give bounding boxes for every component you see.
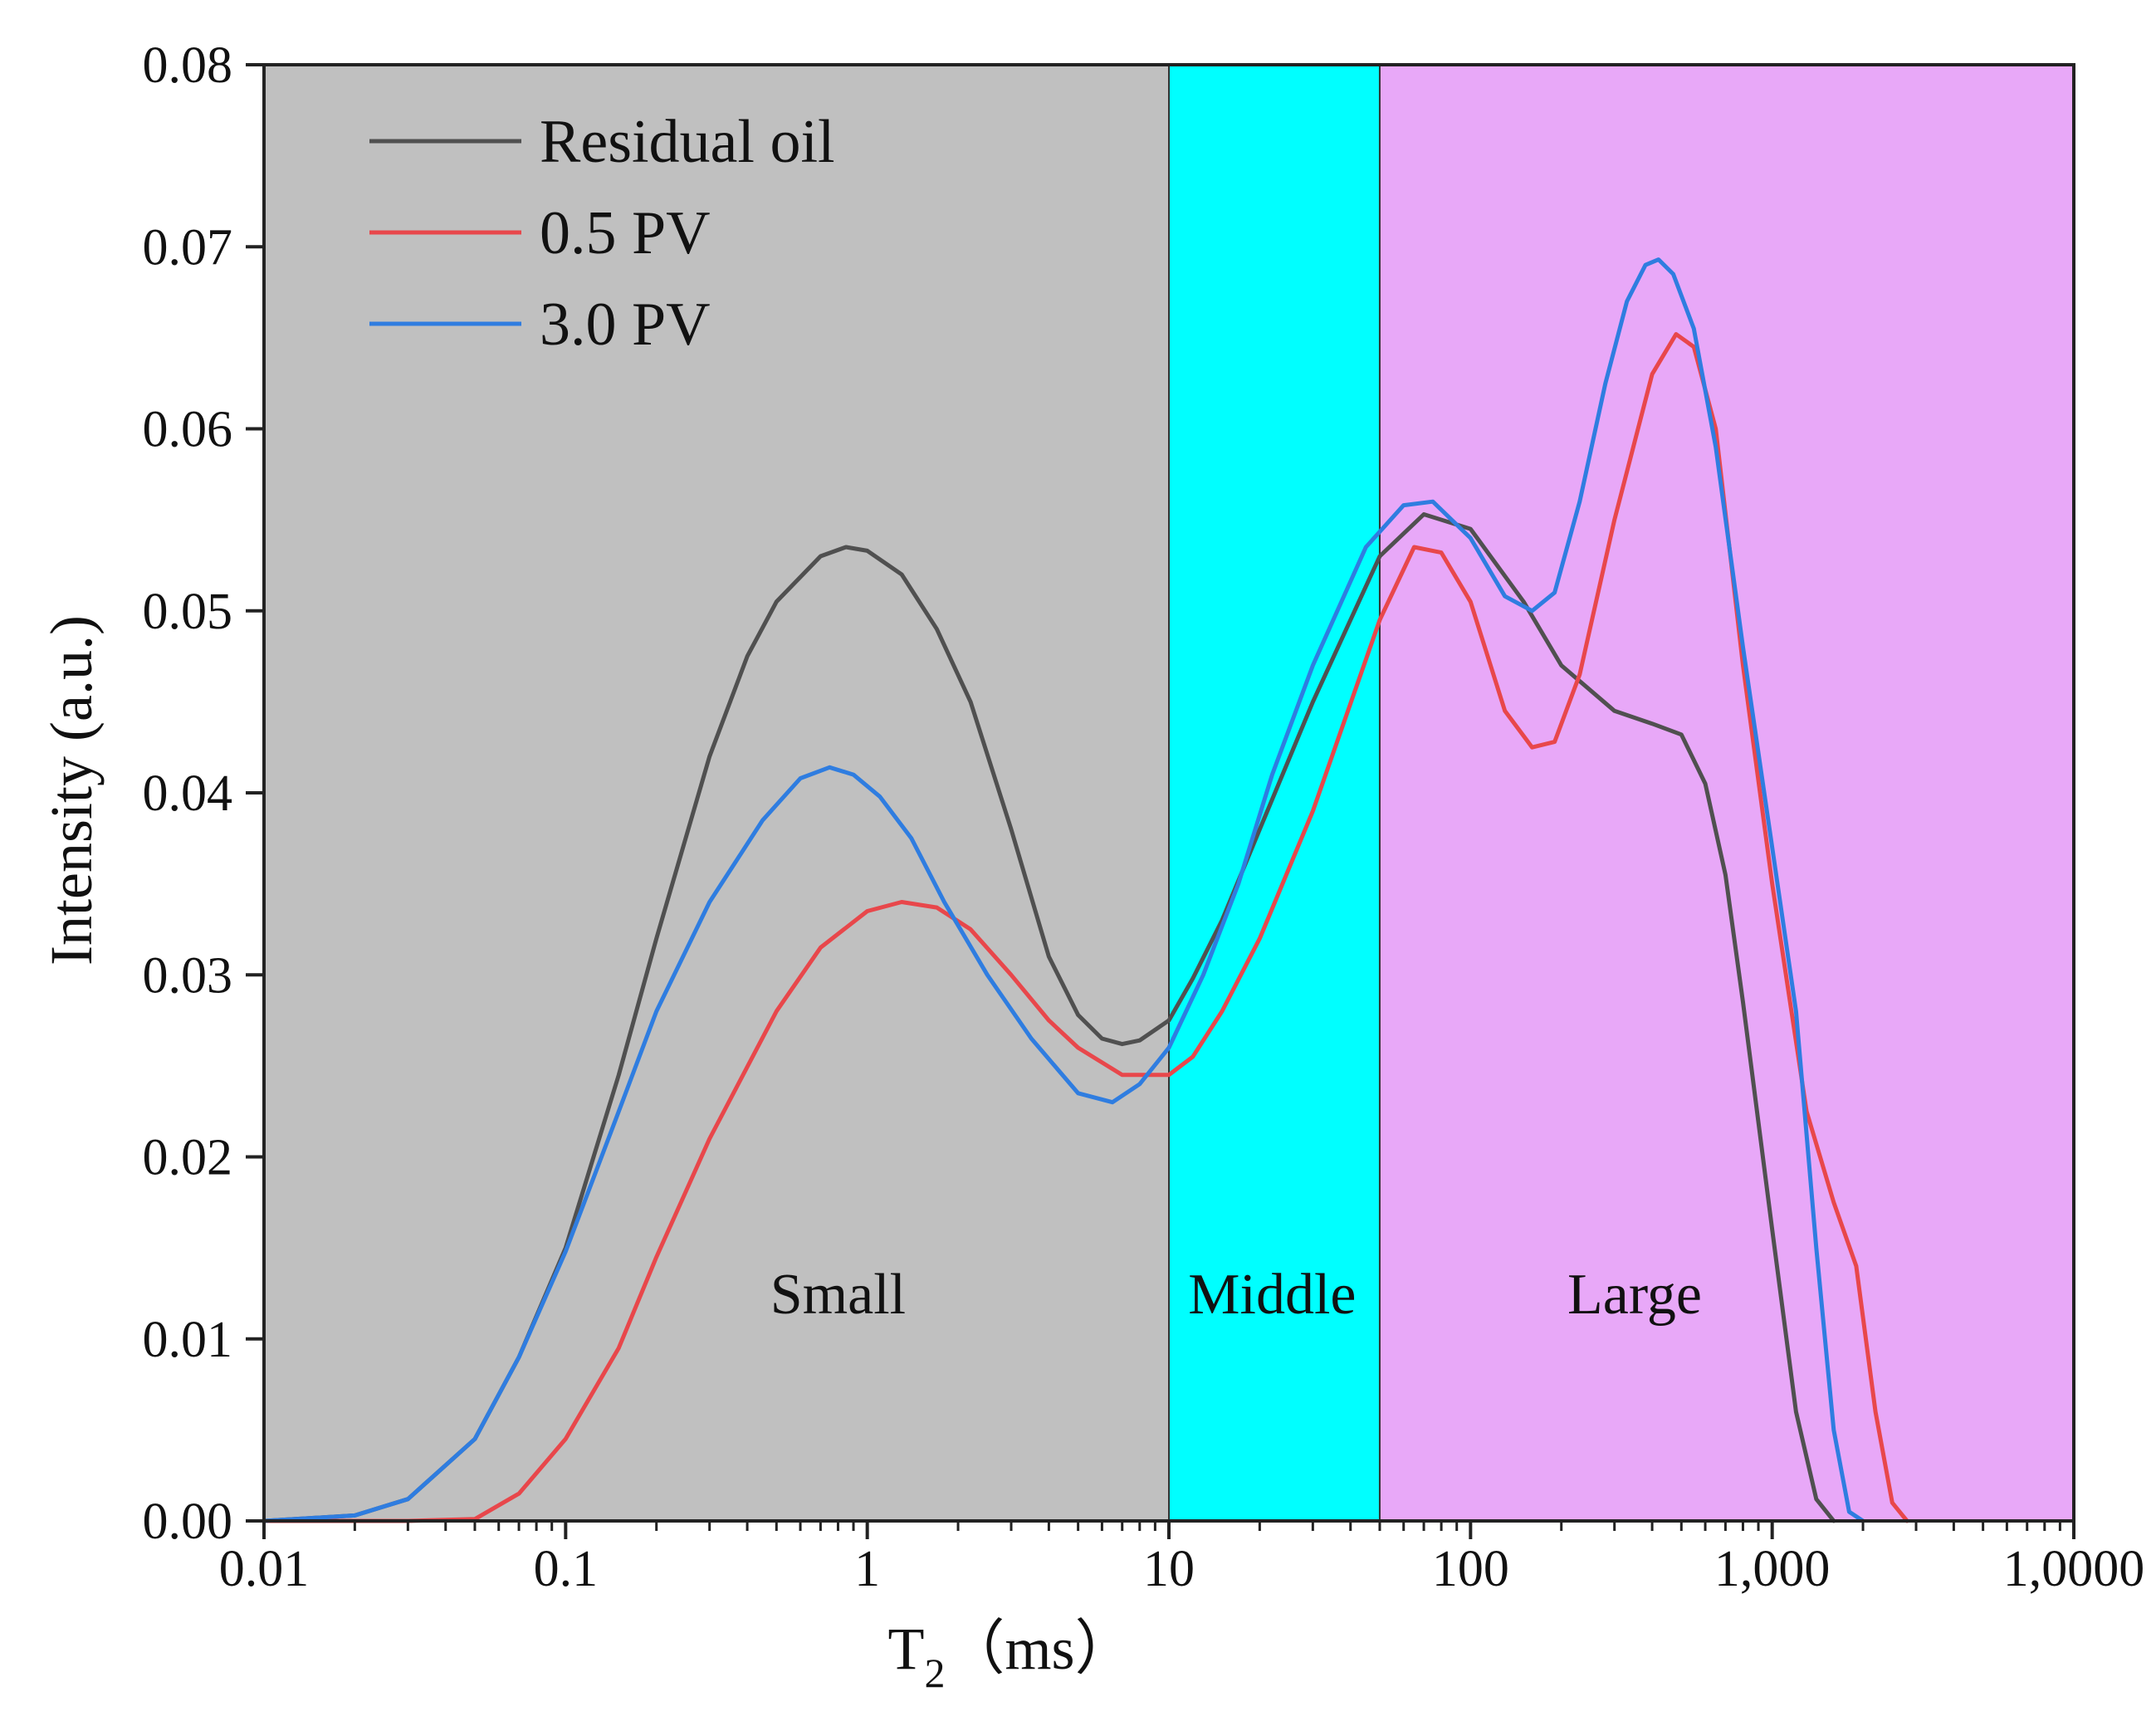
y-tick-label: 0.03 bbox=[143, 947, 233, 1004]
legend-label: Residual oil bbox=[540, 108, 835, 176]
legend-label: 3.0 PV bbox=[540, 291, 711, 359]
y-tick-label: 0.01 bbox=[143, 1312, 233, 1368]
x-tick-label: 1 bbox=[854, 1541, 880, 1597]
y-tick-label: 0.07 bbox=[143, 219, 233, 276]
region-large bbox=[1378, 64, 2075, 1522]
x-axis-ticks: 0.01 0.1 1 10 100 1,000 1,0000 bbox=[219, 1521, 2145, 1597]
x-tick-label: 1,000 bbox=[1714, 1541, 1831, 1597]
x-axis-title: T2（ms） bbox=[887, 1616, 1134, 1696]
legend-label: 0.5 PV bbox=[540, 199, 711, 267]
x-tick-label: 1,0000 bbox=[2003, 1541, 2145, 1597]
x-axis-title-unit: （ms） bbox=[945, 1616, 1134, 1682]
x-tick-label: 10 bbox=[1143, 1541, 1195, 1597]
y-tick-label: 0.04 bbox=[143, 765, 233, 822]
region-small bbox=[263, 64, 1170, 1522]
pore-size-regions bbox=[263, 64, 2075, 1522]
region-label-small: Small bbox=[770, 1263, 906, 1327]
y-axis-title: Intensity (a.u.) bbox=[38, 615, 105, 966]
x-axis-title-main: T bbox=[887, 1616, 924, 1682]
legend: Residual oil 0.5 PV 3.0 PV bbox=[369, 108, 835, 359]
region-label-middle: Middle bbox=[1188, 1263, 1356, 1327]
x-axis-title-subscript: 2 bbox=[924, 1650, 945, 1696]
y-tick-label: 0.00 bbox=[143, 1494, 233, 1550]
x-tick-label: 0.01 bbox=[219, 1541, 310, 1597]
series-line-3-0-pv bbox=[262, 257, 1865, 1523]
series-line-residual-oil bbox=[262, 512, 1836, 1523]
y-tick-label: 0.08 bbox=[143, 37, 233, 94]
y-tick-label: 0.05 bbox=[143, 584, 233, 640]
region-labels: Small Middle Large bbox=[770, 1263, 1702, 1327]
region-label-large: Large bbox=[1567, 1263, 1702, 1327]
y-tick-label: 0.06 bbox=[143, 402, 233, 458]
y-tick-label: 0.02 bbox=[143, 1130, 233, 1186]
x-tick-label: 100 bbox=[1432, 1541, 1509, 1597]
y-axis-ticks: 0.00 0.01 0.02 0.03 0.04 0.05 0.06 0.07 0.08 bbox=[143, 37, 264, 1550]
x-tick-label: 0.1 bbox=[534, 1541, 599, 1597]
series-lines bbox=[262, 257, 1909, 1523]
